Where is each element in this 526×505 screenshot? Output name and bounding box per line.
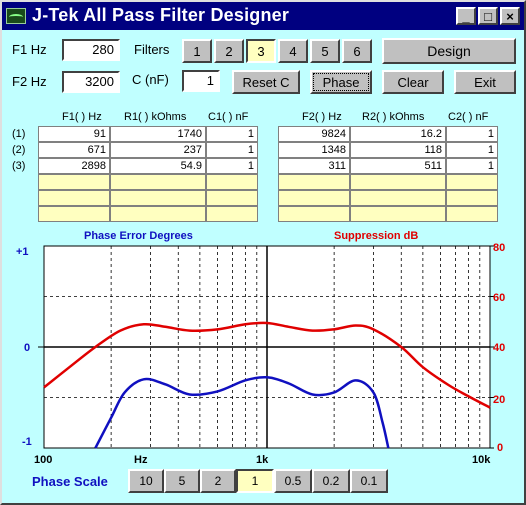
right-tick-label: 60: [493, 292, 506, 304]
table-cell[interactable]: 311: [278, 158, 350, 174]
table-cell[interactable]: [446, 174, 498, 190]
row-label: (3): [12, 160, 26, 172]
filter-count-button[interactable]: 6: [342, 39, 372, 63]
x-tick-label: 100: [34, 454, 53, 466]
table-cell[interactable]: 118: [350, 142, 446, 158]
column-header: R2( ) kOhms: [362, 111, 425, 123]
column-header: C2( ) nF: [448, 111, 489, 123]
table-cell[interactable]: 1: [206, 158, 258, 174]
minimize-button[interactable]: _: [456, 7, 476, 25]
table-cell[interactable]: [38, 174, 110, 190]
filter-count-button[interactable]: 5: [310, 39, 340, 63]
phase-scale-button[interactable]: 10: [128, 469, 164, 493]
table-cell[interactable]: 16.2: [350, 126, 446, 142]
filter-count-button[interactable]: 2: [214, 39, 244, 63]
table-cell[interactable]: 1: [446, 126, 498, 142]
phase-scale-button[interactable]: 1: [236, 469, 274, 493]
table-cell[interactable]: 1740: [110, 126, 206, 142]
phase-scale-button[interactable]: 5: [164, 469, 200, 493]
table-cell[interactable]: [446, 206, 498, 222]
f1-label: F1 Hz: [12, 42, 47, 57]
x-tick-label: 10k: [472, 454, 491, 466]
right-tick-label: 80: [493, 242, 506, 254]
filter-count-button[interactable]: 4: [278, 39, 308, 63]
column-header: F1( ) Hz: [62, 111, 102, 123]
phase-scale-button[interactable]: 0.5: [274, 469, 312, 493]
plot-area: [43, 245, 491, 449]
table-cell[interactable]: [110, 206, 206, 222]
filters-label: Filters: [134, 42, 170, 57]
table-cell[interactable]: [110, 174, 206, 190]
phase-error-title: Phase Error Degrees: [84, 230, 193, 242]
phase-error-series-line: [94, 375, 390, 449]
table-cell[interactable]: [110, 190, 206, 206]
table-cell[interactable]: 511: [350, 158, 446, 174]
table-cell[interactable]: [278, 174, 350, 190]
f2-input[interactable]: 3200: [62, 71, 120, 93]
left-tick-label: -1: [22, 436, 32, 448]
suppression-title: Suppression dB: [334, 230, 419, 242]
table-cell[interactable]: [206, 206, 258, 222]
right-tick-label: 40: [493, 342, 506, 354]
table-cell[interactable]: 9824: [278, 126, 350, 142]
table-cell[interactable]: 91: [38, 126, 110, 142]
x-tick-label: 1k: [256, 454, 269, 466]
table-cell[interactable]: 1: [446, 142, 498, 158]
table-cell[interactable]: 1: [206, 126, 258, 142]
column-header: C1( ) nF: [208, 111, 249, 123]
table-cell[interactable]: 671: [38, 142, 110, 158]
capacitance-input[interactable]: 1: [182, 70, 220, 92]
table-cell[interactable]: [278, 190, 350, 206]
table-cell[interactable]: [350, 174, 446, 190]
suppression-series-line: [43, 321, 491, 409]
table-cell[interactable]: [206, 174, 258, 190]
phase-scale-button[interactable]: 0.1: [350, 469, 388, 493]
table-cell[interactable]: [38, 190, 110, 206]
title-bar[interactable]: J-Tek All Pass Filter Designer _ □ ×: [2, 2, 524, 30]
table-cell[interactable]: [38, 206, 110, 222]
row-label: (2): [12, 144, 26, 156]
filter-count-button[interactable]: 1: [182, 39, 212, 63]
column-header: R1( ) kOhms: [124, 111, 187, 123]
left-tick-label: +1: [16, 246, 29, 258]
phase-scale-label: Phase Scale: [32, 474, 108, 489]
phase-scale-button[interactable]: 2: [200, 469, 236, 493]
clear-button[interactable]: Clear: [382, 70, 444, 94]
design-button[interactable]: Design: [382, 38, 516, 64]
table-cell[interactable]: [206, 190, 258, 206]
exit-button[interactable]: Exit: [454, 70, 516, 94]
table-cell[interactable]: 237: [110, 142, 206, 158]
right-tick-label: 20: [493, 394, 506, 406]
f2-label: F2 Hz: [12, 74, 47, 89]
phase-button[interactable]: Phase: [310, 70, 372, 94]
right-tick-label: 0: [497, 442, 504, 454]
table-cell[interactable]: [350, 206, 446, 222]
table-cell[interactable]: [350, 190, 446, 206]
waveform-icon[interactable]: [6, 8, 26, 24]
window-title: J-Tek All Pass Filter Designer: [32, 5, 290, 25]
close-button[interactable]: ×: [500, 7, 520, 25]
column-header: F2( ) Hz: [302, 111, 342, 123]
table-cell[interactable]: 2898: [38, 158, 110, 174]
filter-count-button[interactable]: 3: [246, 39, 276, 63]
table-cell[interactable]: 1: [446, 158, 498, 174]
phase-scale-button[interactable]: 0.2: [312, 469, 350, 493]
f1-input[interactable]: 280: [62, 39, 120, 61]
table-cell[interactable]: 1348: [278, 142, 350, 158]
table-cell[interactable]: 1: [206, 142, 258, 158]
x-tick-label: Hz: [134, 454, 148, 466]
table-cell[interactable]: [278, 206, 350, 222]
row-label: (1): [12, 128, 26, 140]
table-cell[interactable]: [446, 190, 498, 206]
left-tick-label: 0: [24, 342, 31, 354]
capacitance-label: C (nF): [132, 72, 169, 87]
table-cell[interactable]: 54.9: [110, 158, 206, 174]
maximize-button[interactable]: □: [478, 7, 498, 25]
reset-c-button[interactable]: Reset C: [232, 70, 300, 94]
